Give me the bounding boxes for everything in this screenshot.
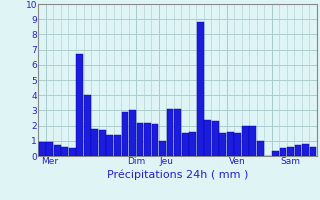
- Bar: [54, 145, 60, 156]
- Bar: [122, 112, 128, 156]
- Bar: [250, 126, 256, 156]
- Bar: [182, 133, 188, 156]
- Bar: [227, 132, 234, 156]
- Bar: [287, 147, 294, 156]
- Bar: [114, 135, 121, 156]
- X-axis label: Précipitations 24h ( mm ): Précipitations 24h ( mm ): [107, 169, 248, 180]
- Bar: [84, 95, 91, 156]
- Bar: [189, 132, 196, 156]
- Bar: [107, 135, 113, 156]
- Bar: [69, 148, 76, 156]
- Bar: [144, 123, 151, 156]
- Bar: [272, 151, 279, 156]
- Bar: [204, 120, 211, 156]
- Bar: [92, 129, 98, 156]
- Bar: [295, 145, 301, 156]
- Bar: [197, 22, 204, 156]
- Bar: [99, 130, 106, 156]
- Bar: [310, 147, 316, 156]
- Bar: [159, 141, 166, 156]
- Bar: [174, 109, 181, 156]
- Bar: [46, 142, 53, 156]
- Bar: [137, 123, 143, 156]
- Bar: [167, 109, 173, 156]
- Bar: [129, 110, 136, 156]
- Bar: [242, 126, 249, 156]
- Bar: [61, 147, 68, 156]
- Bar: [302, 144, 309, 156]
- Bar: [76, 54, 83, 156]
- Bar: [152, 124, 158, 156]
- Bar: [280, 148, 286, 156]
- Bar: [39, 142, 45, 156]
- Bar: [235, 133, 241, 156]
- Bar: [257, 141, 264, 156]
- Bar: [212, 121, 219, 156]
- Bar: [220, 133, 226, 156]
